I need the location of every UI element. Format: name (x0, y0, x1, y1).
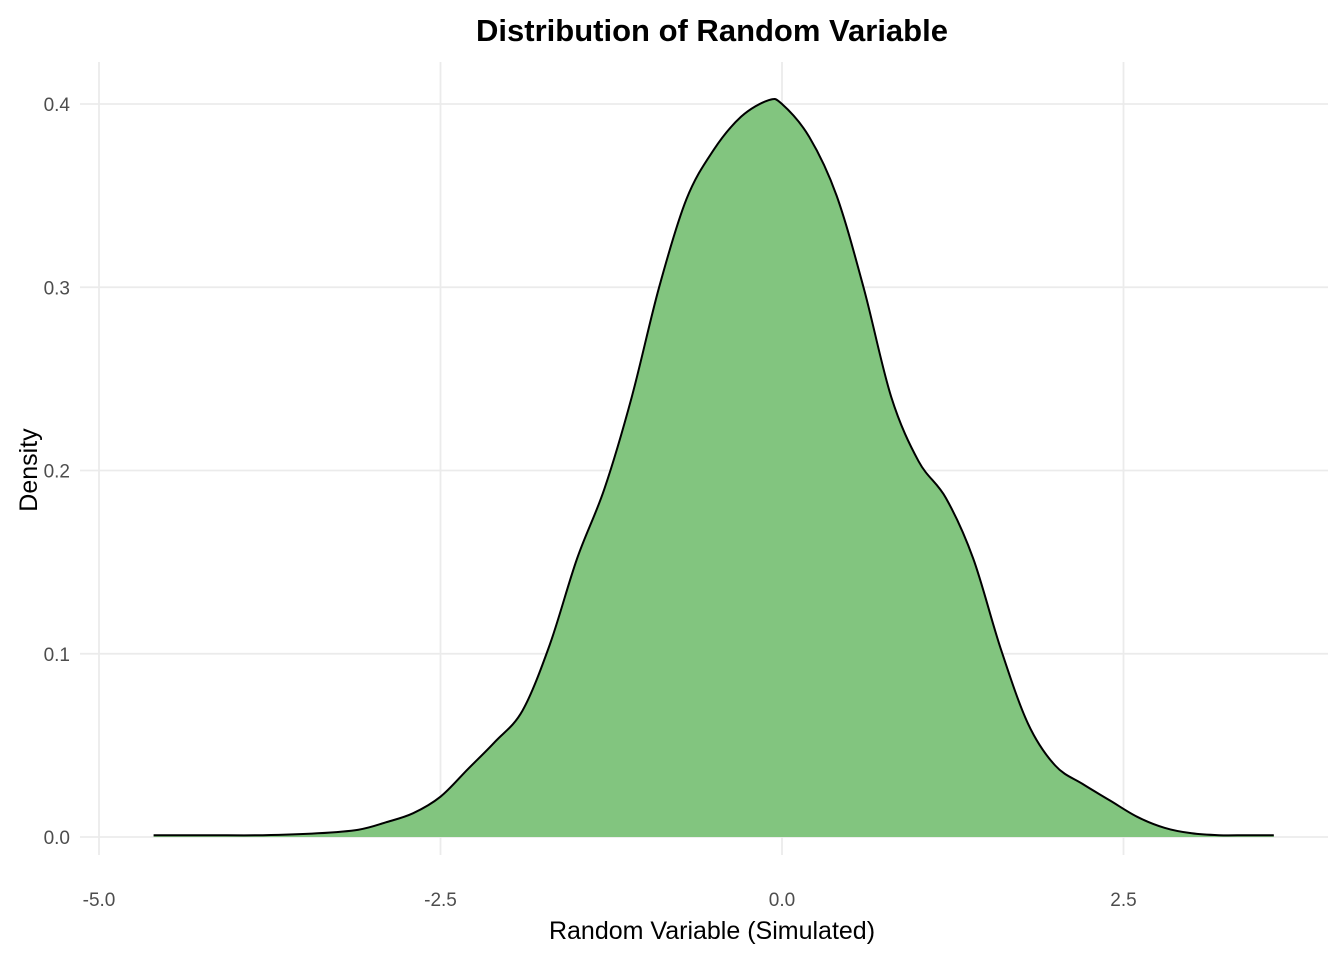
density-area (153, 98, 1274, 838)
y-axis-ticks: 0.0 0.1 0.2 0.3 0.4 (44, 95, 71, 849)
x-tick-label: 0.0 (769, 890, 795, 911)
y-tick-label: 0.2 (44, 462, 70, 483)
y-axis-title: Density (15, 428, 43, 512)
y-tick-label: 0.1 (44, 645, 70, 666)
chart-title: Distribution of Random Variable (476, 13, 948, 48)
x-tick-label: 2.5 (1110, 890, 1136, 911)
x-tick-label: -5.0 (83, 890, 116, 911)
x-axis-ticks: -5.0 -2.5 0.0 2.5 (83, 890, 1137, 911)
x-axis-title: Random Variable (Simulated) (549, 917, 875, 945)
density-outline (153, 97, 1274, 837)
y-tick-label: 0.3 (44, 278, 70, 299)
x-tick-label: -2.5 (424, 890, 457, 911)
y-tick-label: 0.4 (44, 95, 71, 116)
y-tick-label: 0.0 (44, 828, 70, 849)
